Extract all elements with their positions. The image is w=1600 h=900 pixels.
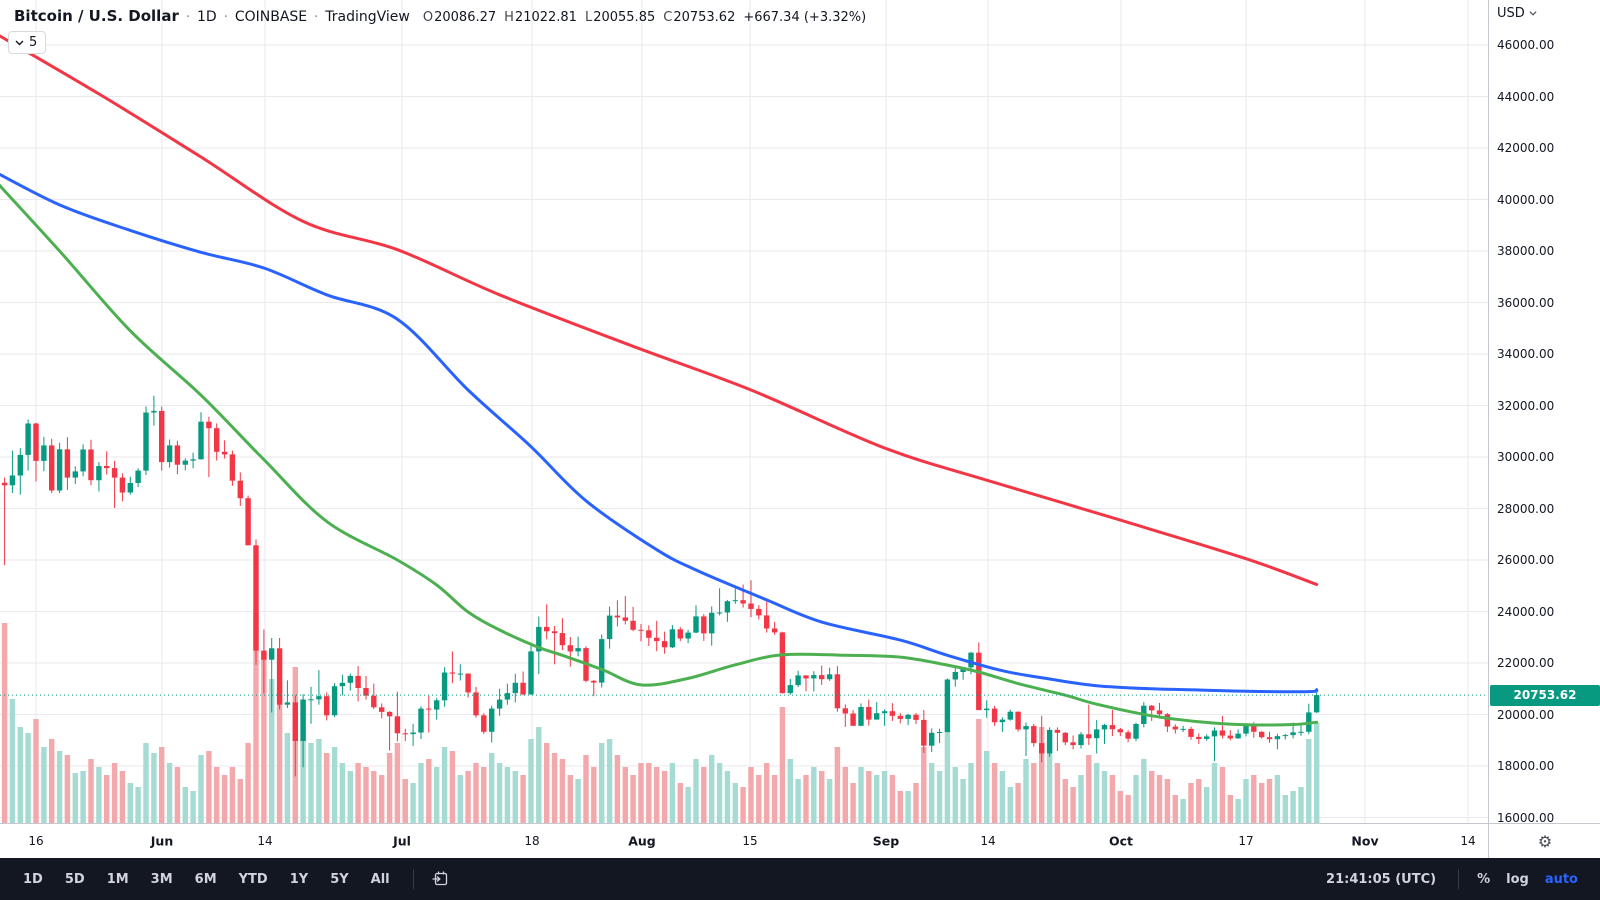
time-tick: 15 <box>742 834 758 848</box>
percent-scale-button[interactable]: % <box>1469 868 1498 891</box>
open-label: O <box>422 10 434 25</box>
price-tick: 46000.00 <box>1497 38 1555 52</box>
ma-line-slow[interactable] <box>0 30 1319 586</box>
price-tick: 18000.00 <box>1497 759 1555 773</box>
time-tick: Aug <box>628 833 656 849</box>
range-button-1d[interactable]: 1D <box>14 867 52 892</box>
settings-gear-icon[interactable]: ⚙ <box>1537 831 1553 851</box>
toolbar-divider <box>412 869 414 889</box>
ohlc-readout: O20086.27 H21022.81 L20055.85 C20753.62 … <box>423 10 866 25</box>
range-button-1m[interactable]: 1M <box>98 867 138 892</box>
toolbar-right-group: 21:41:05 (UTC) % log auto <box>1326 868 1586 891</box>
separator-dot: · <box>185 10 190 25</box>
price-tick: 40000.00 <box>1497 192 1555 207</box>
high-value: 21022.81 <box>514 10 577 25</box>
symbol-title[interactable]: Bitcoin / U.S. Dollar <box>14 7 179 25</box>
indicator-count: 5 <box>29 35 38 50</box>
time-tick: Jul <box>393 833 411 849</box>
range-button-3m[interactable]: 3M <box>142 867 182 892</box>
price-tick: 28000.00 <box>1497 501 1555 516</box>
auto-scale-button[interactable]: auto <box>1537 868 1586 891</box>
price-tick: 20000.00 <box>1497 707 1555 722</box>
time-tick: 16 <box>28 834 44 848</box>
time-tick: Sep <box>872 833 900 849</box>
ma-line-mid[interactable] <box>0 169 1319 694</box>
time-tick: 18 <box>524 834 540 848</box>
close-label: C <box>663 10 673 25</box>
clock-readout[interactable]: 21:41:05 (UTC) <box>1326 871 1437 887</box>
change-value: +667.34 (+3.32%) <box>743 10 867 25</box>
price-tick: 16000.00 <box>1497 810 1555 825</box>
price-tick: 30000.00 <box>1497 450 1555 464</box>
bottom-toolbar: 1D 5D 1M 3M 6M YTD 1Y 5Y All 21:41:05 (UTC) % lo… <box>0 858 1600 900</box>
low-value: 20055.85 <box>593 10 656 25</box>
time-tick: Oct <box>1108 833 1134 849</box>
chevron-down-icon <box>15 38 24 47</box>
last-price-value: 20753.62 <box>1513 688 1577 703</box>
price-tick: 22000.00 <box>1497 656 1555 670</box>
indicators-collapse-pill[interactable]: 5 <box>8 31 47 54</box>
time-tick: Jun <box>150 833 174 849</box>
price-tick: 24000.00 <box>1497 604 1555 619</box>
price-tick: 42000.00 <box>1497 141 1555 155</box>
currency-selector[interactable]: USD <box>1497 6 1538 21</box>
log-scale-button[interactable]: log <box>1498 868 1537 891</box>
time-axis[interactable]: ⚙ 16 Jun 14 Jul 18 Aug 15 Sep 14 Oct 17 Nov 14 <box>0 823 1600 859</box>
time-tick: 14 <box>1460 834 1476 848</box>
price-tick: 38000.00 <box>1497 244 1555 258</box>
currency-label: USD <box>1497 6 1525 21</box>
range-button-ytd[interactable]: YTD <box>230 867 277 892</box>
price-axis[interactable]: USD 20753.62 46000.00 44000.00 42000.00 400… <box>1488 0 1600 825</box>
toolbar-divider <box>1458 869 1460 889</box>
separator-dot: · <box>223 10 228 25</box>
range-button-5d[interactable]: 5D <box>56 867 94 892</box>
range-selector: 1D 5D 1M 3M 6M YTD 1Y 5Y All <box>14 867 452 892</box>
price-tick: 34000.00 <box>1497 347 1555 361</box>
close-value: 20753.62 <box>673 10 736 25</box>
price-tick: 36000.00 <box>1497 295 1555 310</box>
separator-dot: · <box>314 10 319 25</box>
brand-label: TradingView <box>325 9 410 25</box>
range-button-all[interactable]: All <box>362 867 399 892</box>
chevron-down-icon <box>1529 9 1538 18</box>
open-value: 20086.27 <box>434 10 497 25</box>
time-tick: 14 <box>257 834 273 848</box>
price-tick: 26000.00 <box>1497 553 1555 567</box>
time-tick: 17 <box>1238 834 1254 848</box>
price-chart[interactable] <box>0 0 1488 823</box>
go-to-date-icon[interactable] <box>428 867 452 891</box>
price-tick: 32000.00 <box>1497 398 1555 413</box>
range-button-5y[interactable]: 5Y <box>321 867 357 892</box>
range-button-6m[interactable]: 6M <box>186 867 226 892</box>
time-tick: 14 <box>980 834 996 848</box>
exchange-label[interactable]: COINBASE <box>234 9 308 25</box>
ma-line-fast[interactable] <box>0 174 1319 727</box>
time-axis-corner <box>1488 824 1600 859</box>
chart-legend-header: Bitcoin / U.S. Dollar · 1D · COINBASE · … <box>14 7 866 25</box>
time-tick: Nov <box>1351 833 1379 849</box>
range-button-1y[interactable]: 1Y <box>281 867 317 892</box>
price-tick: 44000.00 <box>1497 89 1555 104</box>
last-price-badge: 20753.62 <box>1490 684 1600 706</box>
interval-label[interactable]: 1D <box>197 9 217 25</box>
high-label: H <box>504 10 514 25</box>
low-label: L <box>584 10 593 25</box>
